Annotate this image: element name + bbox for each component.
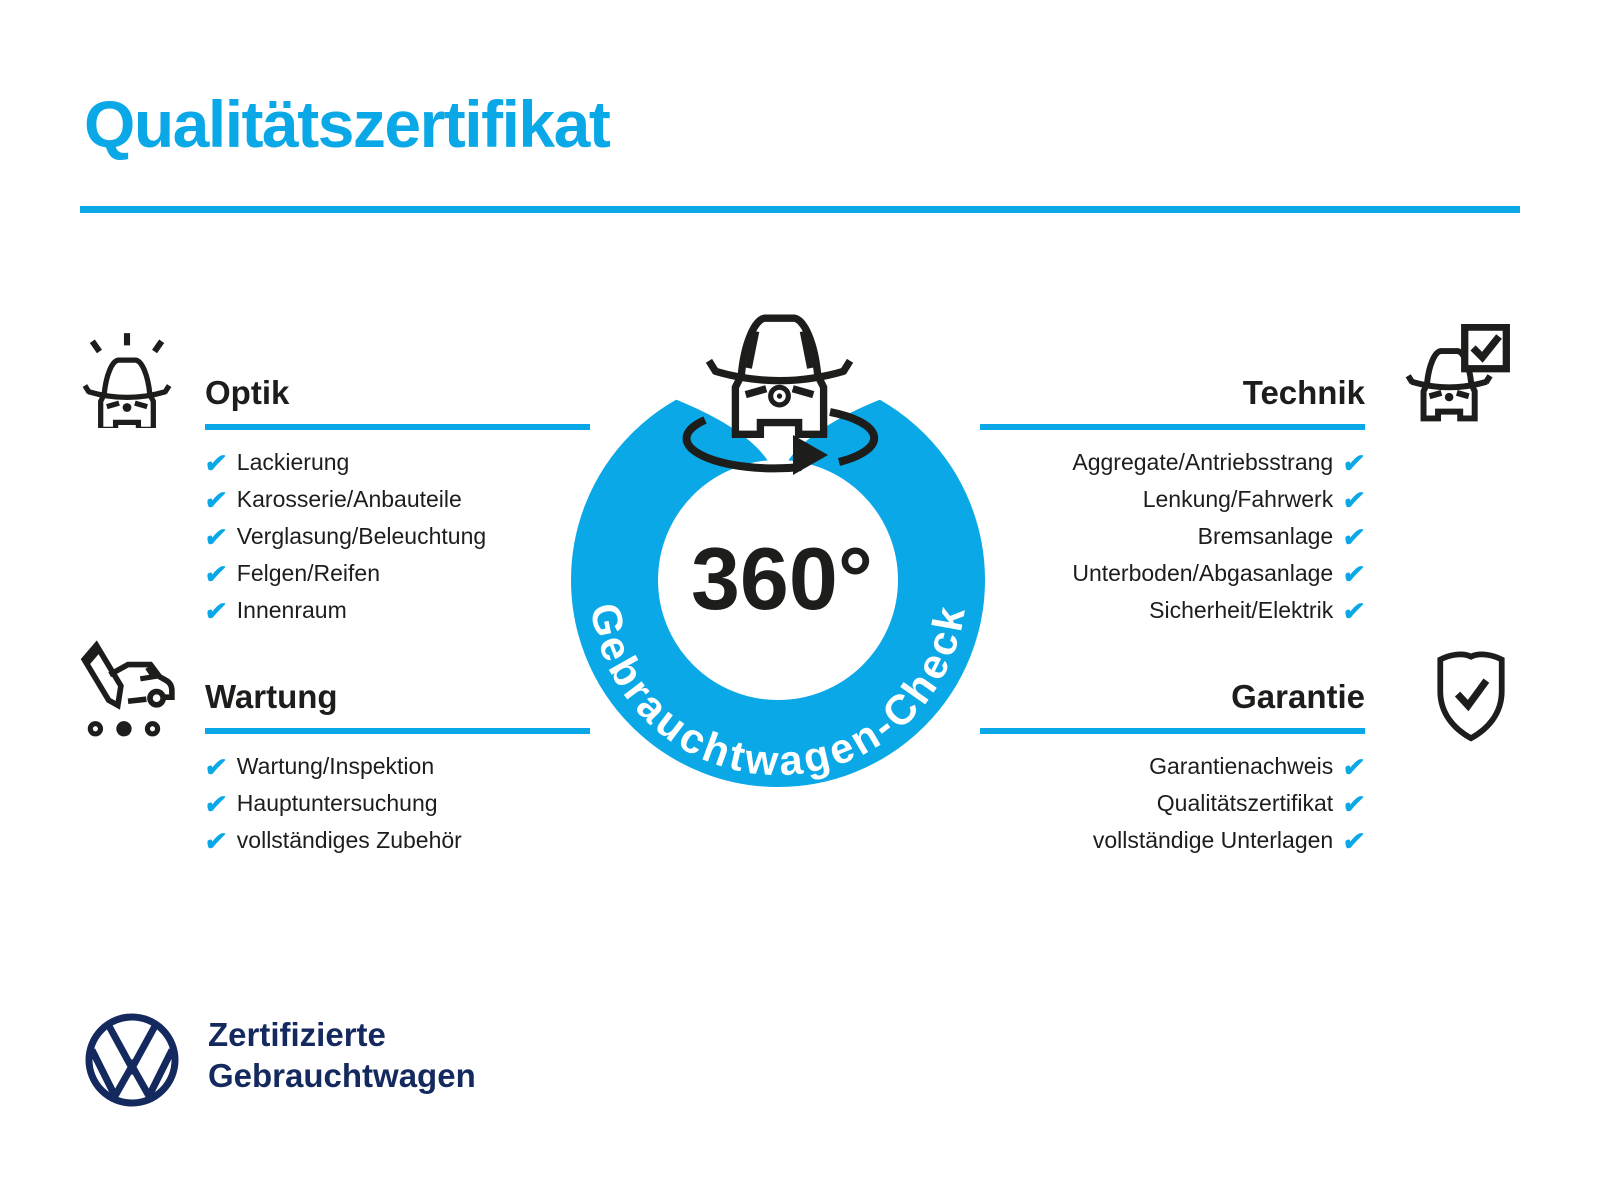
check-icon: ✔ bbox=[1341, 484, 1368, 515]
check-icon: ✔ bbox=[202, 447, 229, 478]
check-item: Lenkung/Fahrwerk ✔ bbox=[945, 481, 1368, 518]
check-item-label: Garantienachweis bbox=[1149, 753, 1334, 779]
check-icon: ✔ bbox=[202, 521, 229, 552]
car-checklist-icon bbox=[1405, 324, 1510, 422]
section-underline-technik bbox=[980, 424, 1365, 430]
check-icon: ✔ bbox=[1341, 558, 1368, 589]
shield-check-icon bbox=[1437, 651, 1505, 742]
check-item: ✔ Wartung/Inspektion bbox=[202, 748, 462, 785]
check-item-label: Unterboden/Abgasanlage bbox=[1072, 560, 1334, 586]
check-item-label: Felgen/Reifen bbox=[236, 560, 380, 586]
section-underline-wartung bbox=[205, 728, 590, 734]
check-item: ✔ Felgen/Reifen bbox=[202, 555, 486, 592]
check-item-label: Hauptuntersuchung bbox=[236, 790, 438, 816]
check-item-label: Verglasung/Beleuchtung bbox=[236, 523, 487, 549]
check-item-label: Lackierung bbox=[236, 449, 350, 475]
section-title-optik: Optik bbox=[205, 374, 290, 411]
footer-brand: Zertifizierte Gebrauchtwagen bbox=[208, 1014, 476, 1096]
check-item-label: vollständiges Zubehör bbox=[236, 827, 462, 853]
badge-value: 360° bbox=[691, 529, 873, 628]
check-icon: ✔ bbox=[1341, 788, 1368, 819]
check-icon: ✔ bbox=[1341, 595, 1368, 626]
check-item-label: Qualitätszertifikat bbox=[1156, 790, 1334, 816]
check-item: ✔ Karosserie/Anbauteile bbox=[202, 481, 486, 518]
check-icon: ✔ bbox=[1341, 447, 1368, 478]
check-item: vollständige Unterlagen ✔ bbox=[945, 822, 1368, 859]
vw-logo-icon bbox=[85, 1013, 179, 1107]
checklist-garantie: Garantienachweis ✔ Qualitätszertifikat ✔ vol… bbox=[945, 748, 1368, 859]
check-icon: ✔ bbox=[202, 788, 229, 819]
check-icon: ✔ bbox=[1341, 521, 1368, 552]
page-title: Qualitätszertifikat bbox=[84, 87, 611, 161]
check-item-label: Aggregate/Antriebsstrang bbox=[1072, 449, 1334, 475]
section-underline-optik bbox=[205, 424, 590, 430]
check-item-label: Bremsanlage bbox=[1197, 523, 1334, 549]
section-underline-garantie bbox=[980, 728, 1365, 734]
check-icon: ✔ bbox=[202, 751, 229, 782]
check-item: Sicherheit/Elektrik ✔ bbox=[945, 592, 1368, 629]
car-front-rotate-icon bbox=[705, 314, 854, 438]
badge-360-ring: Gebrauchtwagen-Check 360° bbox=[571, 314, 985, 787]
car-shine-icon bbox=[82, 333, 172, 428]
check-item: Aggregate/Antriebsstrang ✔ bbox=[945, 444, 1368, 481]
section-title-technik: Technik bbox=[1242, 374, 1365, 411]
check-item: ✔ Innenraum bbox=[202, 592, 486, 629]
footer-brand-line2: Gebrauchtwagen bbox=[208, 1057, 476, 1094]
title-rule bbox=[80, 206, 1520, 213]
check-item: ✔ vollständiges Zubehör bbox=[202, 822, 462, 859]
section-title-garantie: Garantie bbox=[1231, 678, 1365, 715]
check-icon: ✔ bbox=[202, 825, 229, 856]
checklist-optik: ✔ Lackierung ✔ Karosserie/Anbauteile ✔ Vergla… bbox=[202, 444, 487, 629]
check-icon: ✔ bbox=[202, 595, 229, 626]
check-item: Garantienachweis ✔ bbox=[945, 748, 1368, 785]
section-title-wartung: Wartung bbox=[205, 678, 338, 715]
check-item-label: Wartung/Inspektion bbox=[236, 753, 435, 779]
pencil-car-icon bbox=[80, 640, 175, 737]
check-item-label: vollständige Unterlagen bbox=[1092, 827, 1334, 853]
checklist-wartung: ✔ Wartung/Inspektion ✔ Hauptuntersuchung ✔ vo… bbox=[202, 748, 462, 859]
check-item: ✔ Hauptuntersuchung bbox=[202, 785, 462, 822]
check-item: ✔ Verglasung/Beleuchtung bbox=[202, 518, 487, 555]
check-item: Unterboden/Abgasanlage ✔ bbox=[945, 555, 1368, 592]
check-icon: ✔ bbox=[202, 484, 229, 515]
checklist-technik: Aggregate/Antriebsstrang ✔ Lenkung/Fahrwer… bbox=[945, 444, 1368, 629]
footer-brand-line1: Zertifizierte bbox=[208, 1016, 386, 1053]
check-icon: ✔ bbox=[202, 558, 229, 589]
rotate-arrow-icon bbox=[682, 408, 879, 475]
check-item-label: Lenkung/Fahrwerk bbox=[1142, 486, 1334, 512]
check-item-label: Sicherheit/Elektrik bbox=[1149, 597, 1334, 623]
check-item: Bremsanlage ✔ bbox=[945, 518, 1368, 555]
check-item: Qualitätszertifikat ✔ bbox=[945, 785, 1368, 822]
check-item-label: Innenraum bbox=[236, 597, 347, 623]
check-item: ✔ Lackierung bbox=[202, 444, 486, 481]
check-icon: ✔ bbox=[1341, 825, 1368, 856]
check-item-label: Karosserie/Anbauteile bbox=[236, 486, 462, 512]
check-icon: ✔ bbox=[1341, 751, 1368, 782]
